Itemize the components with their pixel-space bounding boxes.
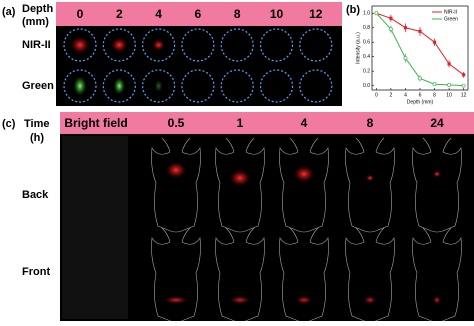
- y-tick-label: 0.4: [363, 54, 370, 60]
- well-outline: [63, 28, 97, 62]
- signal-blob: [164, 296, 188, 304]
- data-point: [447, 82, 452, 87]
- panel-label: (c): [2, 118, 16, 130]
- row-label: Front: [22, 266, 50, 278]
- signal-blob: [366, 174, 374, 182]
- series-line: [375, 12, 464, 87]
- well-outline: [142, 69, 176, 103]
- panel-label: (a): [2, 6, 16, 18]
- well-outline: [220, 28, 254, 62]
- column-label: 10: [270, 7, 284, 21]
- column-label: 6: [195, 7, 202, 21]
- well-outline: [102, 69, 136, 103]
- legend-label: Green: [444, 16, 458, 22]
- well-outline: [63, 69, 97, 103]
- well-outline: [299, 28, 333, 62]
- x-tick-label: 8: [433, 92, 436, 98]
- column-label: 24: [430, 116, 444, 130]
- signal-blob: [230, 170, 250, 186]
- column-label: 8: [234, 7, 241, 21]
- x-tick-label: 4: [404, 92, 407, 98]
- x-tick-label: 10: [446, 92, 452, 98]
- column-label: Bright field: [64, 116, 127, 130]
- image-area: [60, 134, 474, 321]
- signal-blob: [166, 162, 186, 178]
- well-outline: [299, 69, 333, 103]
- data-point: [418, 76, 422, 81]
- signal-blob: [230, 296, 250, 304]
- header-text: Depth: [22, 3, 53, 15]
- column-label: 8: [367, 116, 374, 130]
- series-line: [376, 12, 464, 76]
- y-tick-label: 1.0: [363, 11, 370, 17]
- header-text: (h): [30, 132, 44, 144]
- y-tick-label: 0.8: [363, 25, 370, 31]
- signal-blob: [73, 76, 87, 96]
- column-label: 1: [237, 116, 244, 130]
- image-area: [56, 26, 342, 106]
- y-tick-label: 0.2: [363, 69, 370, 75]
- row-label: Back: [22, 189, 49, 201]
- x-tick-label: 12: [461, 92, 467, 98]
- panel-label: (b): [346, 4, 360, 16]
- well-outline: [220, 69, 254, 103]
- data-point: [403, 26, 408, 30]
- column-label: 2: [116, 7, 123, 21]
- header-band: [60, 112, 474, 134]
- well-outline: [259, 69, 294, 103]
- well-outline: [181, 69, 215, 103]
- data-point: [388, 27, 393, 32]
- y-axis-label: Intensity (a.u.): [355, 32, 361, 64]
- header-band: [56, 2, 342, 26]
- data-point: [403, 56, 408, 61]
- x-tick-label: 6: [419, 92, 422, 98]
- data-point: [462, 73, 466, 77]
- signal-blob: [433, 296, 441, 304]
- row-label: NIR-II: [22, 39, 51, 51]
- well-outline: [102, 28, 136, 62]
- signal-blob: [154, 80, 163, 92]
- data-point: [432, 82, 437, 87]
- column-label: 0: [77, 7, 84, 21]
- header-text: Time: [24, 118, 49, 130]
- column-label: 4: [301, 116, 308, 130]
- well-outline: [142, 28, 176, 62]
- legend-label: NIR-II: [444, 9, 457, 15]
- y-tick-label: 0.6: [363, 40, 370, 46]
- data-point: [461, 83, 466, 88]
- signal-blob: [296, 296, 312, 304]
- well-outline: [181, 28, 215, 62]
- y-tick-label: 0.0: [363, 83, 370, 89]
- x-tick-label: 0: [375, 92, 378, 98]
- x-axis-label: Depth (mm): [407, 99, 434, 105]
- signal-blob: [294, 166, 314, 182]
- signal-blob: [111, 37, 128, 53]
- signal-blob: [71, 36, 89, 54]
- data-point: [374, 11, 379, 16]
- x-tick-label: 2: [390, 92, 393, 98]
- column-label: 4: [155, 7, 162, 21]
- column-label: 12: [309, 7, 323, 21]
- bright-field-image: [62, 136, 128, 319]
- column-label: 0.5: [168, 116, 185, 130]
- signal-blob: [152, 39, 165, 51]
- data-point: [389, 16, 393, 20]
- well-outline: [259, 28, 294, 62]
- signal-blob: [433, 170, 441, 178]
- data-point: [432, 40, 437, 44]
- row-label: Green: [22, 80, 54, 92]
- header-text: (mm): [22, 16, 49, 28]
- signal-blob: [113, 77, 125, 95]
- signal-blob: [364, 296, 376, 304]
- data-point: [418, 29, 422, 33]
- data-point: [447, 62, 451, 66]
